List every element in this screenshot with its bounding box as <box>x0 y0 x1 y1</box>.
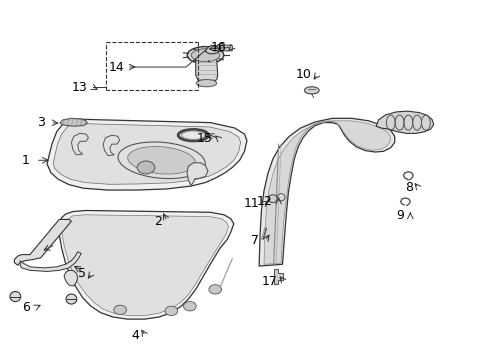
Text: 9: 9 <box>396 210 404 222</box>
Polygon shape <box>60 118 87 126</box>
Text: 6: 6 <box>22 301 30 314</box>
Circle shape <box>114 305 126 315</box>
Text: 13: 13 <box>72 81 87 94</box>
Circle shape <box>137 161 155 174</box>
Text: 12: 12 <box>257 195 272 208</box>
Polygon shape <box>264 121 390 264</box>
Ellipse shape <box>191 49 219 62</box>
Ellipse shape <box>118 142 205 179</box>
Text: 15: 15 <box>197 132 212 145</box>
Ellipse shape <box>66 294 77 304</box>
Polygon shape <box>59 211 233 319</box>
Circle shape <box>183 302 196 311</box>
Polygon shape <box>71 134 88 155</box>
Polygon shape <box>375 111 433 134</box>
FancyBboxPatch shape <box>220 45 232 51</box>
Text: 7: 7 <box>251 234 259 247</box>
Ellipse shape <box>196 80 216 87</box>
Text: 5: 5 <box>78 267 86 280</box>
Ellipse shape <box>10 292 20 302</box>
Text: 8: 8 <box>404 181 412 194</box>
Text: 4: 4 <box>132 329 140 342</box>
Polygon shape <box>186 163 207 185</box>
Text: 1: 1 <box>22 154 30 167</box>
Text: 3: 3 <box>37 116 44 129</box>
Ellipse shape <box>181 131 204 139</box>
Circle shape <box>164 306 177 316</box>
Polygon shape <box>20 252 81 271</box>
Polygon shape <box>103 135 120 156</box>
Ellipse shape <box>304 87 319 94</box>
Polygon shape <box>47 119 246 190</box>
Polygon shape <box>61 215 228 316</box>
Polygon shape <box>53 123 240 184</box>
Polygon shape <box>195 59 217 83</box>
Polygon shape <box>205 45 219 54</box>
Ellipse shape <box>127 147 195 174</box>
Polygon shape <box>14 220 71 265</box>
Text: 17: 17 <box>261 275 277 288</box>
Text: 2: 2 <box>153 215 161 228</box>
Text: 11: 11 <box>243 197 259 210</box>
Ellipse shape <box>187 46 224 64</box>
Polygon shape <box>64 270 78 286</box>
Polygon shape <box>273 269 282 284</box>
Circle shape <box>208 285 221 294</box>
Text: 16: 16 <box>210 41 225 54</box>
Ellipse shape <box>268 195 277 203</box>
Polygon shape <box>259 118 394 266</box>
Text: 14: 14 <box>108 60 124 73</box>
Text: 10: 10 <box>295 68 311 81</box>
